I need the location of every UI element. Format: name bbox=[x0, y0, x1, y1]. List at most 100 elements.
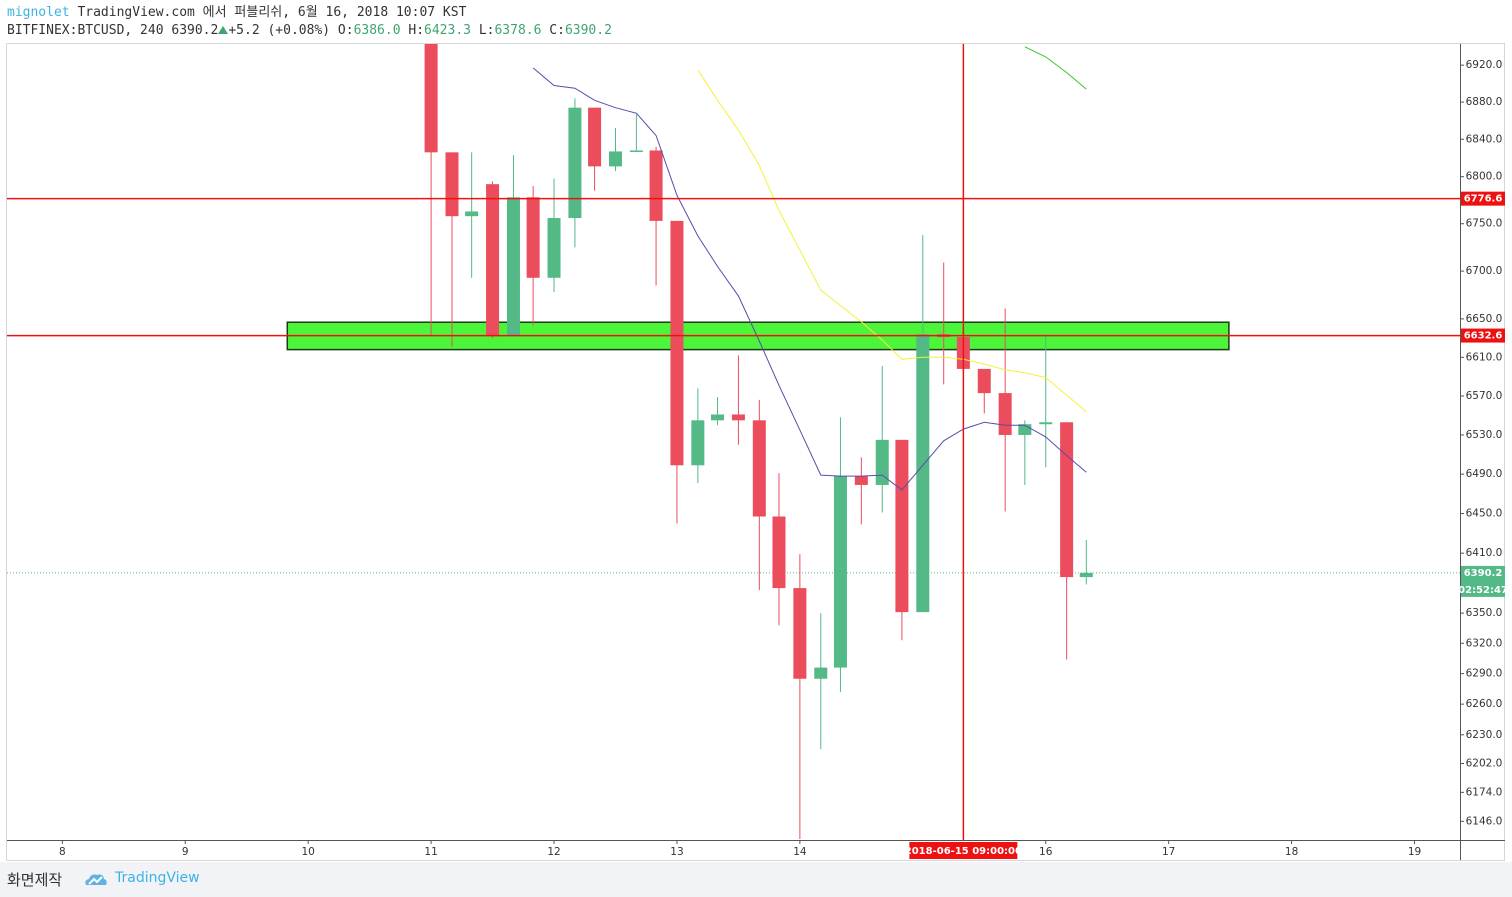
x-tick-label: 19 bbox=[1408, 846, 1421, 858]
publisher[interactable]: mignolet bbox=[7, 5, 70, 20]
countdown: 02:52:47 bbox=[1458, 585, 1508, 596]
candle-body bbox=[465, 211, 479, 217]
price-label-bg bbox=[1461, 191, 1505, 206]
candle-body bbox=[875, 439, 889, 485]
x-tick-label: 11 bbox=[424, 846, 437, 858]
candle-body bbox=[445, 152, 459, 217]
candle-body bbox=[526, 197, 540, 278]
symbol: BITFINEX:BTCUSD, 240 bbox=[7, 23, 164, 38]
y-tick-label: 6700.0 bbox=[1466, 265, 1503, 277]
candle-body bbox=[506, 197, 520, 336]
y-tick-label: 6290.0 bbox=[1466, 668, 1503, 680]
candle-body bbox=[833, 476, 847, 668]
x-tick-label: 13 bbox=[670, 846, 683, 858]
y-tick-label: 6146.0 bbox=[1466, 815, 1503, 827]
price-label-bg bbox=[1461, 328, 1505, 343]
candle-body bbox=[649, 150, 663, 221]
y-tick-label: 6230.0 bbox=[1466, 729, 1503, 741]
published: TradingView.com 에서 퍼블리쉬, 6월 16, 2018 10:… bbox=[77, 5, 467, 20]
ohlc-value: 6423.3 bbox=[424, 23, 471, 38]
price-label: 6776.6 bbox=[1464, 194, 1503, 205]
up-arrow bbox=[218, 26, 229, 34]
last-price-label: 6390.2 bbox=[1464, 568, 1503, 579]
candle-body bbox=[1018, 424, 1032, 435]
candle-body bbox=[691, 420, 705, 466]
candle-body bbox=[1039, 422, 1053, 425]
x-tick-label: 16 bbox=[1039, 846, 1053, 858]
y-tick-label: 6490.0 bbox=[1466, 468, 1503, 480]
ohlc: O:6386.0 H:6423.3 L:6378.6 C:6390.2 bbox=[338, 23, 612, 38]
candle-body bbox=[629, 150, 643, 152]
candle-body bbox=[547, 218, 561, 278]
candle-body bbox=[998, 393, 1012, 435]
y-tick-label: 6800.0 bbox=[1466, 171, 1503, 183]
candle-body bbox=[916, 334, 930, 613]
candle-body bbox=[1079, 572, 1093, 578]
x-tick-label: 14 bbox=[793, 846, 807, 858]
y-tick-label: 6570.0 bbox=[1466, 390, 1503, 402]
y-tick-label: 6450.0 bbox=[1466, 508, 1503, 520]
ohlc-label: L: bbox=[478, 23, 495, 38]
ma-line bbox=[697, 69, 1087, 412]
y-tick-label: 6174.0 bbox=[1466, 786, 1503, 798]
y-tick-label: 6840.0 bbox=[1466, 133, 1503, 145]
x-tick-label: 12 bbox=[547, 846, 560, 858]
ohlc-value: 6378.6 bbox=[494, 23, 542, 38]
y-tick-label: 6750.0 bbox=[1466, 218, 1503, 230]
candle-body bbox=[608, 151, 622, 167]
ohlc-value: 6386.0 bbox=[353, 23, 401, 38]
candle-body bbox=[752, 420, 766, 517]
candle-body bbox=[486, 184, 500, 337]
candle-body bbox=[711, 414, 725, 421]
ohlc-label: C: bbox=[549, 23, 565, 38]
change: +5.2 (+0.08%) bbox=[228, 23, 331, 38]
crosshair-label-bg bbox=[909, 842, 1018, 859]
candle-body bbox=[568, 107, 582, 219]
candle-body bbox=[424, 44, 438, 153]
y-tick-label: 6350.0 bbox=[1466, 607, 1503, 619]
candle-body bbox=[977, 368, 991, 394]
candle-body bbox=[670, 220, 684, 466]
x-tick-label: 18 bbox=[1285, 846, 1298, 858]
last: 6390.2 bbox=[171, 23, 219, 38]
price-label: 6632.6 bbox=[1464, 331, 1503, 342]
y-tick-label: 6320.0 bbox=[1466, 637, 1503, 649]
ohlc-label: O: bbox=[337, 23, 354, 38]
y-tick-label: 6920.0 bbox=[1466, 59, 1503, 71]
y-tick-label: 6260.0 bbox=[1466, 698, 1503, 710]
x-tick-label: 8 bbox=[59, 846, 66, 858]
header: mignolet TradingView.com 에서 퍼블리쉬, 6월 16,… bbox=[7, 4, 612, 40]
candle-body bbox=[772, 516, 786, 589]
caption: 화면제작 bbox=[7, 871, 63, 889]
brand-logo[interactable] bbox=[84, 871, 108, 887]
ohlc-label: H: bbox=[408, 23, 425, 38]
ohlc-value: 6390.2 bbox=[564, 23, 612, 38]
axes: 6920.0 6880.0 6840.0 6800.0 6750.0 6700.0 6650… bbox=[59, 59, 1508, 859]
header-line-1: mignolet TradingView.com 에서 퍼블리쉬, 6월 16,… bbox=[7, 4, 612, 22]
candle-body bbox=[854, 476, 868, 485]
y-tick-label: 6410.0 bbox=[1466, 547, 1503, 559]
y-tick-label: 6650.0 bbox=[1466, 313, 1503, 325]
brand[interactable]: TradingView bbox=[115, 870, 200, 886]
x-tick-label: 17 bbox=[1162, 846, 1175, 858]
y-tick-label: 6530.0 bbox=[1466, 429, 1503, 441]
ma-line bbox=[1024, 46, 1087, 90]
y-tick-label: 6610.0 bbox=[1466, 351, 1503, 363]
y-tick-label: 6880.0 bbox=[1466, 96, 1503, 108]
frame bbox=[6, 43, 1505, 861]
candle-body bbox=[731, 414, 745, 421]
plot bbox=[7, 44, 1460, 840]
x-tick-label: 10 bbox=[301, 846, 314, 858]
candle-body bbox=[895, 439, 909, 613]
candle-body bbox=[814, 667, 828, 679]
footer: 화면제작 TradingView bbox=[0, 862, 1512, 897]
ma-line bbox=[532, 67, 1087, 491]
candle-body bbox=[1060, 422, 1074, 578]
header-line-2: BITFINEX:BTCUSD, 240 6390.2 +5.2 (+0.08%)… bbox=[7, 22, 612, 40]
y-tick-label: 6202.0 bbox=[1466, 757, 1503, 769]
crosshair-label: 2018-06-15 09:00:00 bbox=[905, 846, 1022, 857]
last-price-bg bbox=[1461, 565, 1505, 597]
candle-body bbox=[588, 107, 602, 167]
chart: 6920.0 6880.0 6840.0 6800.0 6750.0 6700.0 6650… bbox=[6, 43, 1508, 861]
